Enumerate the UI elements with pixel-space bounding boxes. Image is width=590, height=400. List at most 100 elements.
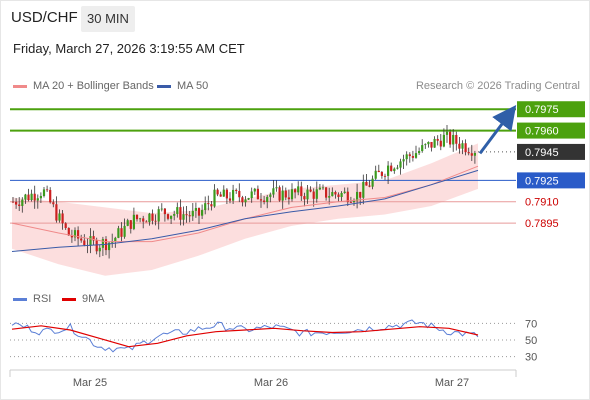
candle-body [176,207,179,215]
ma20-swatch [13,84,27,88]
candle-body [445,131,449,135]
candle-body [442,134,445,147]
candle-body [455,134,458,144]
candle-body [266,196,269,202]
candle-body [275,187,278,189]
current-price-tag [517,143,585,160]
candle-body [411,156,414,158]
interval-button[interactable]: 30 MIN [81,6,135,32]
candle-body [36,198,39,201]
candle-body [247,198,250,200]
candle-body [145,221,148,223]
candle-body [160,208,163,210]
legend-9ma-label: 9MA [82,293,105,305]
candle-body [27,194,30,200]
candle-body [371,178,374,187]
candle-body [458,143,461,149]
candle-body [191,210,194,217]
candle-body [461,143,464,149]
legend-rsi: RSI [13,293,51,305]
candle-body [219,194,222,197]
symbol-label: USD/CHF [11,9,78,26]
candle-body [259,199,263,201]
candle-body [235,189,238,191]
candle-body [281,190,284,201]
candle-body [421,145,424,152]
candle-body [52,202,55,205]
current-price-label: 0.7945 [525,147,559,159]
candle-body [70,235,73,238]
rsi-tick-label: 70 [525,318,537,330]
candle-body [368,185,371,187]
candle-body [89,236,92,246]
candle-body [67,228,70,236]
candle-body [129,220,132,229]
candle-body [399,161,402,168]
candle-body [49,189,52,203]
candle-body [300,186,303,197]
candle-body [225,189,228,199]
candle-body [414,153,418,158]
candle-body [374,170,377,179]
candle-body [163,208,166,215]
candle-body [427,141,430,145]
candle-body [123,225,126,237]
candle-body [303,196,306,200]
rsi-swatch [13,297,27,301]
candle-body [185,214,188,216]
candle-body [166,214,170,219]
candle-body [383,175,387,177]
support-label: 0.7895 [525,218,559,230]
candle-body [424,144,427,146]
candle-body [46,189,49,191]
timestamp: Friday, March 27, 2026 3:19:55 AM CET [13,41,245,56]
candle-body [194,208,197,211]
candle-body [352,200,356,203]
candle-body [92,236,95,241]
candle-body [269,194,272,197]
candle-body [207,203,210,205]
candle-body [114,237,117,242]
candle-body [356,191,359,201]
chart-header: USD/CHF 30 MIN [0,0,590,36]
pivot-label: 0.7925 [525,175,559,187]
candle-body [11,201,15,203]
levels-layer: 0.7975 0.7960 0.7945 0.7925 0.7910 0.7895 [10,101,585,230]
candle-body [315,189,318,199]
candle-body [402,159,405,162]
candle-body [139,218,142,220]
candle-body [294,189,297,193]
candle-body [83,240,86,246]
candle-body [439,140,442,147]
candle-body [312,191,315,199]
candle-body [179,207,182,220]
candle-body [467,152,470,154]
candle-body [473,152,476,156]
ma-lines-layer [11,165,479,252]
candle-body [80,238,83,241]
candle-body [228,198,232,201]
candle-body [188,215,191,217]
candle-body [64,223,67,229]
research-credit: Research © 2026 Trading Central [415,80,580,92]
ma9-line [11,325,479,348]
x-tick-label: Mar 26 [254,377,288,389]
candle-body [334,192,337,195]
candle-body [405,154,408,160]
candle-body [287,197,290,200]
candle-body [15,201,18,205]
candle-body [250,191,253,199]
ma50-line [11,169,479,252]
candle-body [117,228,120,238]
candle-body [120,228,123,237]
candle-body [108,242,111,251]
candle-body [135,214,139,220]
candle-body [349,202,352,203]
candle-body [98,247,101,252]
candle-body [201,210,204,216]
candle-body [346,191,349,203]
legend-ma50: MA 50 [157,80,208,92]
legend-rsi-label: RSI [33,293,52,305]
ma9-swatch [62,297,76,301]
